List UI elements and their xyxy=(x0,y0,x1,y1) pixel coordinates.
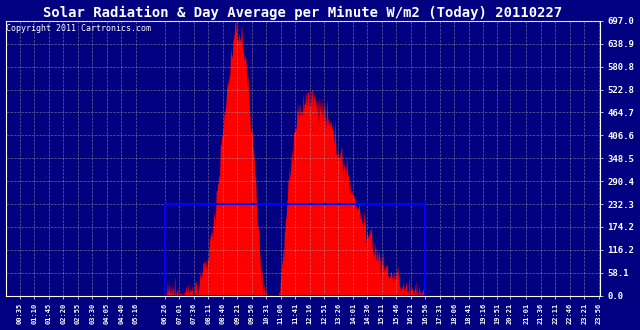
Title: Solar Radiation & Day Average per Minute W/m2 (Today) 20110227: Solar Radiation & Day Average per Minute… xyxy=(43,6,563,20)
Text: Copyright 2011 Cartronics.com: Copyright 2011 Cartronics.com xyxy=(6,24,151,33)
Bar xyxy=(165,204,425,296)
